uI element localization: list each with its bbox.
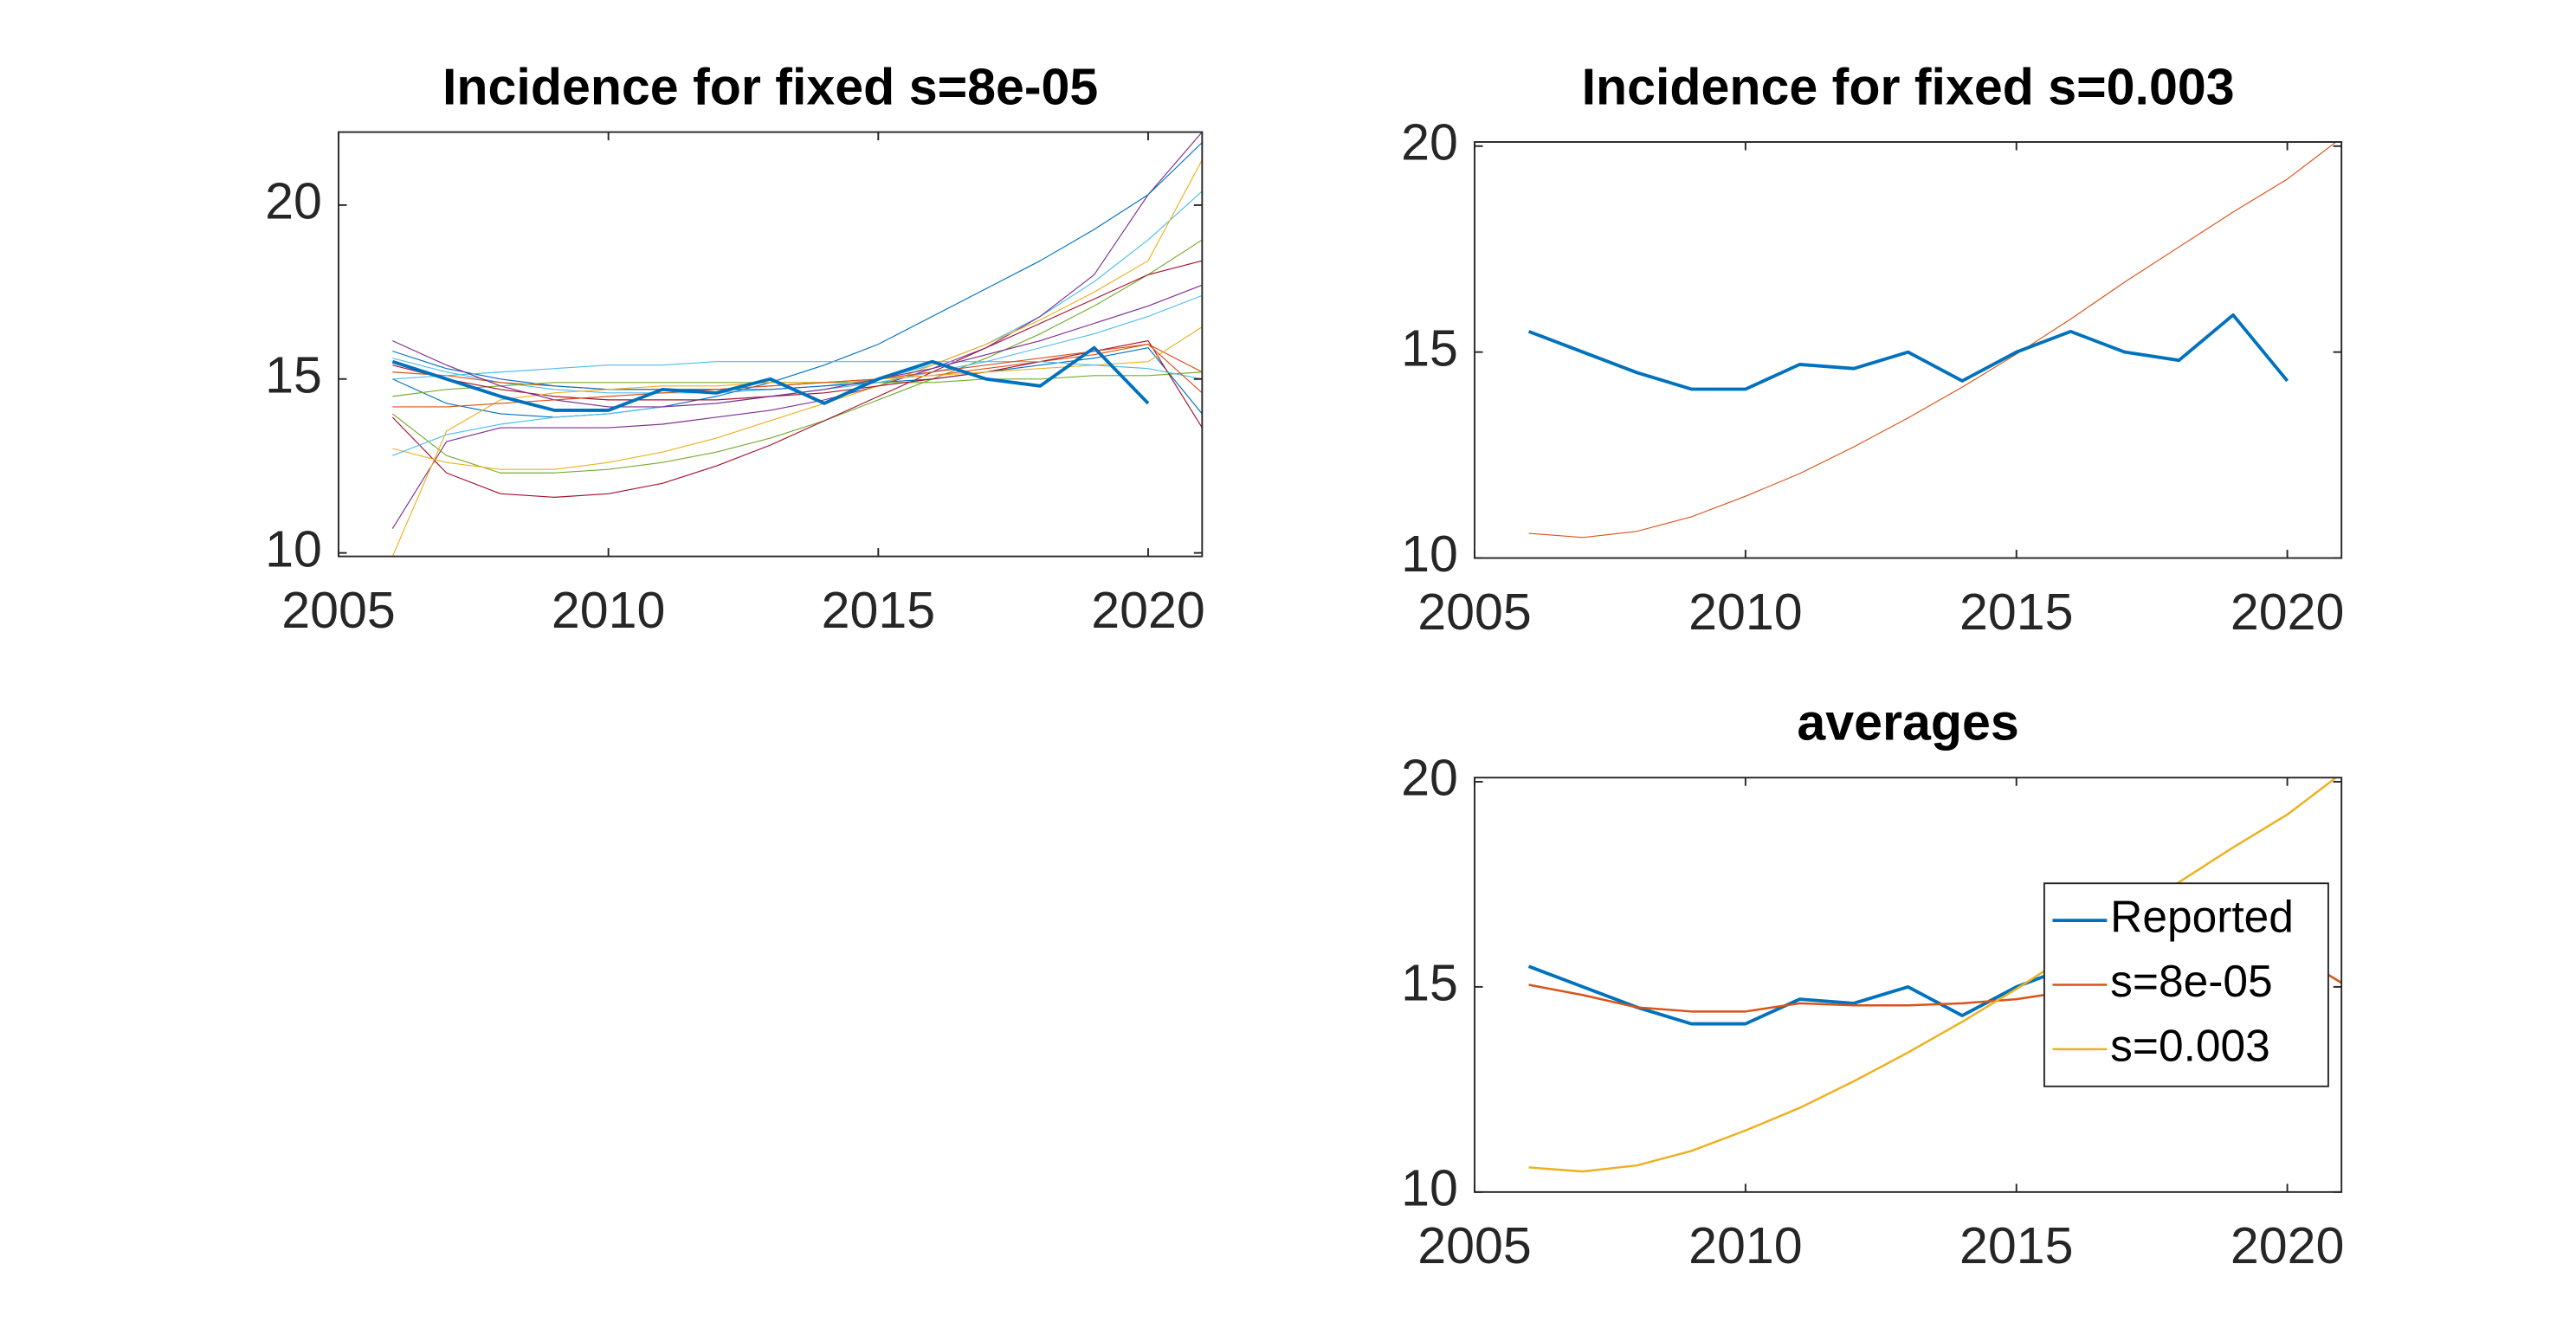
- data-line: [1528, 777, 2338, 1173]
- legend-label: s=8e-05: [2110, 956, 2272, 1006]
- data-line: [392, 142, 1203, 418]
- x-tick-label: 2015: [1959, 1216, 2074, 1274]
- subplot: averages 2005 2010 2015 2020 10 15 20 Reported s=…: [1401, 693, 2344, 1275]
- y-tick-label: 10: [1401, 525, 1458, 583]
- x-tick-label: 2020: [2231, 1216, 2345, 1274]
- axes-box: [338, 131, 1204, 558]
- data-line: [392, 361, 1203, 380]
- x-tick-label: 2020: [1091, 581, 1205, 639]
- x-tick-label: 2005: [281, 581, 396, 639]
- data-line: [392, 159, 1203, 470]
- legend-label: s=0.003: [2110, 1020, 2270, 1070]
- legend: Reported s=8e-05 s=0.003: [2043, 882, 2329, 1087]
- data-line: [391, 345, 1150, 412]
- data-line: [391, 260, 1203, 498]
- subplot-title: Incidence for fixed s=8e-05: [442, 57, 1098, 115]
- x-tick-label: 2005: [1417, 1216, 1532, 1274]
- x-tick-label: 2015: [822, 581, 936, 639]
- x-tick-label: 2010: [552, 581, 666, 639]
- y-tick-label: 15: [265, 345, 322, 403]
- data-line: [1528, 142, 2337, 539]
- x-tick-label: 2015: [1959, 583, 2074, 641]
- x-tick-label: 2010: [1688, 583, 1802, 641]
- x-tick-label: 2020: [2231, 583, 2345, 641]
- data-line: [392, 344, 1203, 408]
- data-line: [392, 347, 1203, 415]
- y-tick-label: 15: [1401, 954, 1458, 1012]
- y-tick-label: 20: [265, 172, 322, 230]
- subplot-title: Incidence for fixed s=0.003: [1582, 57, 2235, 115]
- data-line: [1527, 313, 2289, 391]
- axes-background: [338, 132, 1203, 557]
- axes-background: [1474, 142, 2342, 558]
- legend-label: Reported: [2110, 892, 2294, 942]
- subplot-title: averages: [1797, 693, 2018, 751]
- data-line: [391, 239, 1203, 474]
- y-tick-label: 20: [1401, 113, 1458, 171]
- axes-box: [1474, 141, 2343, 559]
- y-tick-label: 10: [1401, 1158, 1458, 1216]
- x-tick-label: 2005: [1417, 583, 1532, 641]
- y-tick-label: 10: [265, 519, 322, 577]
- y-tick-label: 15: [1401, 319, 1458, 377]
- y-tick-label: 20: [1401, 749, 1458, 807]
- x-tick-label: 2010: [1688, 1216, 1802, 1274]
- data-line: [391, 132, 1203, 529]
- axes-box: [1474, 777, 2343, 1193]
